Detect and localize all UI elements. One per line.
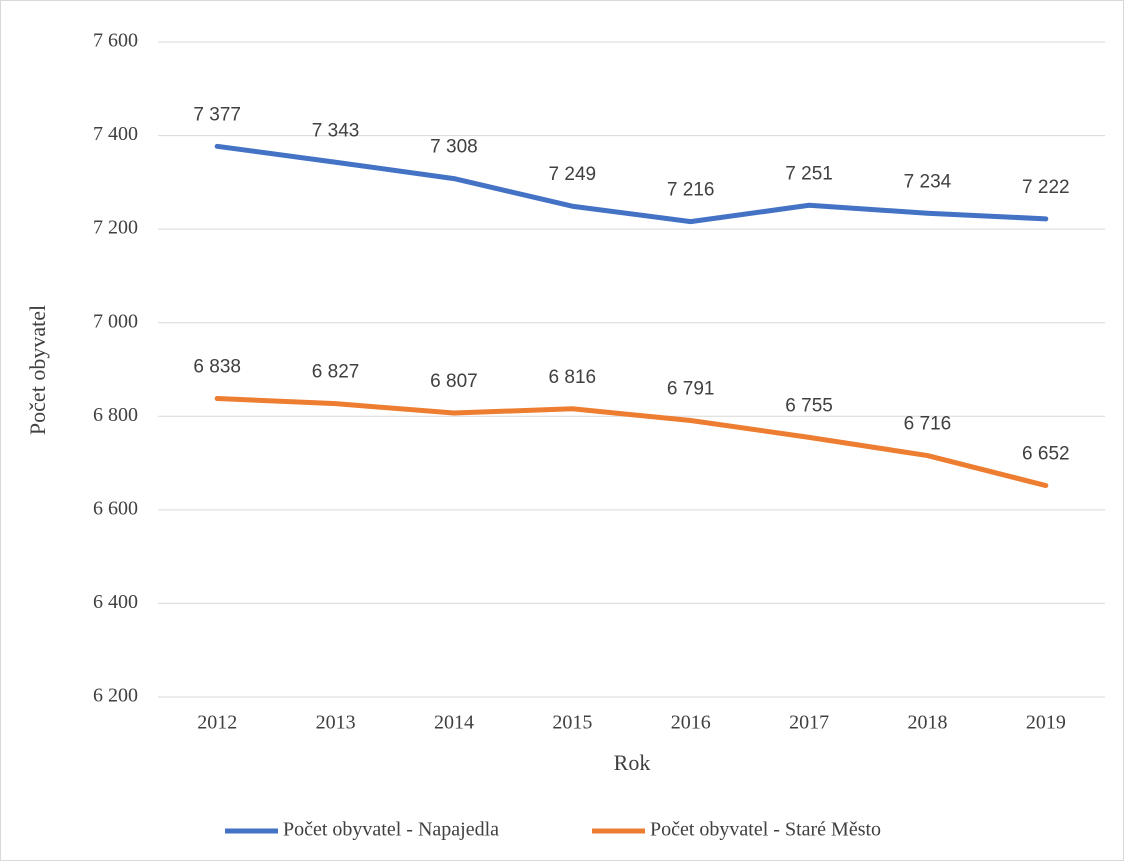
series-line [214, 396, 1049, 489]
data-label: 7 216 [667, 180, 715, 201]
x-tick-label: 2019 [1026, 712, 1066, 734]
x-axis-title: Rok [614, 750, 651, 775]
data-label: 7 343 [312, 120, 360, 141]
data-label: 6 816 [549, 367, 597, 388]
data-label: 6 755 [785, 395, 833, 416]
data-label: 6 827 [312, 362, 360, 383]
y-tick-label: 7 400 [93, 123, 138, 145]
legend-label: Počet obyvatel - Napajedla [283, 819, 499, 841]
x-tick-label: 2012 [197, 712, 237, 734]
x-tick-label: 2013 [316, 712, 356, 734]
data-label: 6 791 [667, 379, 715, 400]
series-line [214, 143, 1049, 225]
y-tick-label: 6 800 [93, 404, 138, 426]
x-tick-label: 2016 [671, 712, 711, 734]
legend-label: Počet obyvatel - Staré Město [650, 819, 881, 841]
data-label: 7 377 [193, 104, 241, 125]
y-tick-label: 6 600 [93, 497, 138, 519]
data-label: 6 838 [193, 357, 241, 378]
y-tick-label: 7 600 [93, 30, 138, 52]
x-tick-label: 2018 [907, 712, 947, 734]
data-label: 7 249 [549, 164, 597, 185]
x-tick-label: 2015 [552, 712, 592, 734]
data-label: 7 308 [430, 137, 478, 158]
y-axis-title: Počet obyvatel [25, 305, 50, 435]
x-tick-label: 2017 [789, 712, 829, 734]
y-tick-label: 6 400 [93, 591, 138, 613]
data-label: 6 716 [904, 414, 952, 435]
y-tick-label: 7 000 [93, 310, 138, 332]
data-label: 6 807 [430, 371, 478, 392]
x-tick-label: 2014 [434, 712, 474, 734]
data-label: 7 251 [785, 163, 833, 184]
data-label: 6 652 [1022, 444, 1070, 465]
y-tick-label: 7 200 [93, 217, 138, 239]
data-label: 7 234 [904, 171, 952, 192]
y-tick-label: 6 200 [93, 685, 138, 707]
data-label: 7 222 [1022, 177, 1070, 198]
